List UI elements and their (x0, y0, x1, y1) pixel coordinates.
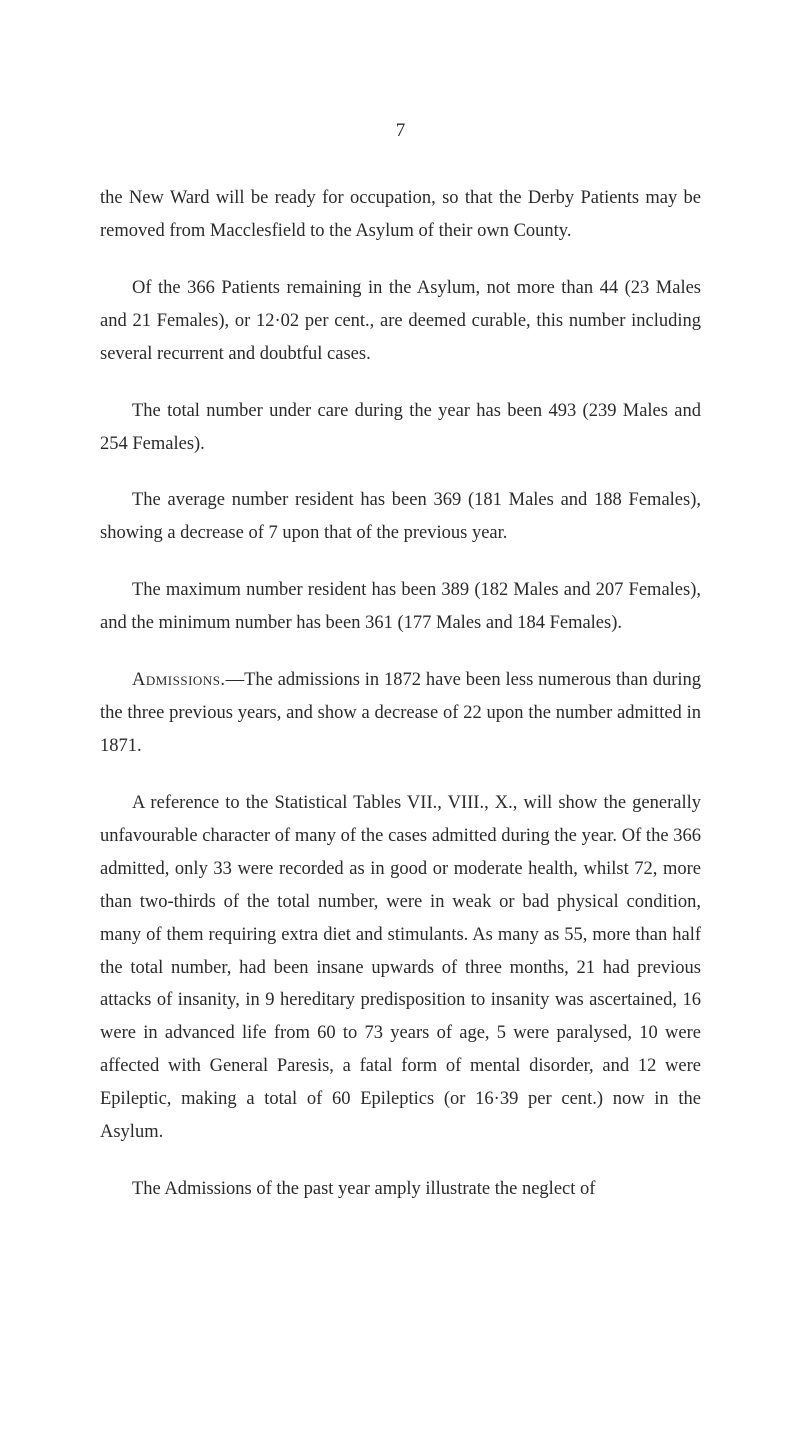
paragraph-8: The Admissions of the past year amply il… (100, 1173, 701, 1206)
page-number: 7 (100, 120, 701, 142)
paragraph-2: Of the 366 Patients remaining in the Asy… (100, 272, 701, 371)
paragraph-5: The maximum number resident has been 389… (100, 574, 701, 640)
paragraph-6: Admissions.—The admissions in 1872 have … (100, 664, 701, 763)
paragraph-1: the New Ward will be ready for occupatio… (100, 182, 701, 248)
page-container: 7 the New Ward will be ready for occupat… (0, 0, 801, 1433)
paragraph-4: The average number resident has been 369… (100, 484, 701, 550)
paragraph-3: The total number under care during the y… (100, 395, 701, 461)
lead-caps-admissions: Admissions. (132, 670, 226, 690)
paragraph-7: A reference to the Statistical Tables VI… (100, 787, 701, 1149)
